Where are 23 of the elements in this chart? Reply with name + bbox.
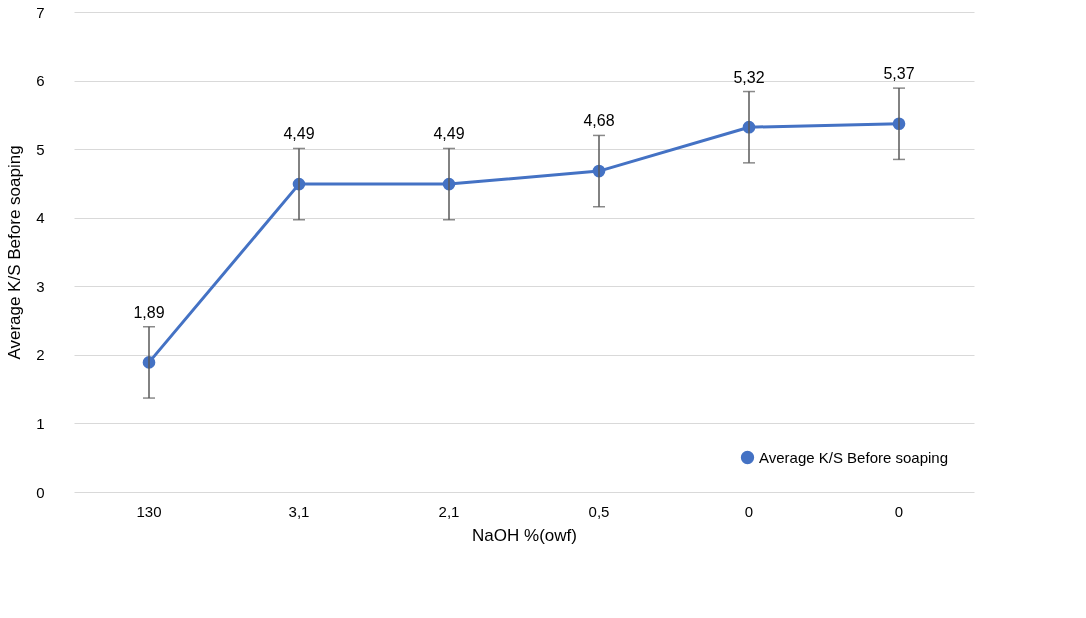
legend-label: Average K/S Before soaping: [759, 448, 949, 466]
x-tick-label: 0: [744, 502, 754, 520]
y-tick-label: 1: [36, 414, 45, 432]
data-label: 1,89: [133, 303, 165, 321]
x-axis-title: NaOH %(owf): [472, 525, 577, 545]
data-label: 4,49: [283, 125, 315, 143]
data-label: 4,68: [583, 112, 615, 130]
y-tick-label: 2: [36, 346, 45, 364]
x-tick-label: 0: [894, 502, 904, 520]
x-tick-label: 130: [136, 502, 162, 520]
x-tick-label: 2,1: [438, 502, 460, 520]
x-tick-label: 0,5: [588, 502, 610, 520]
y-tick-label: 4: [36, 209, 45, 227]
y-tick-label: 0: [36, 483, 45, 501]
data-label: 5,37: [883, 65, 915, 83]
x-tick-label: 3,1: [288, 502, 310, 520]
y-tick-label: 5: [36, 140, 45, 158]
y-tick-label: 7: [36, 3, 45, 21]
data-label: 5,32: [733, 68, 765, 86]
y-tick-label: 6: [36, 72, 45, 90]
y-tick-label: 3: [36, 277, 45, 295]
y-axis-title: Average K/S Before soaping: [5, 145, 25, 360]
data-label: 4,49: [433, 125, 465, 143]
